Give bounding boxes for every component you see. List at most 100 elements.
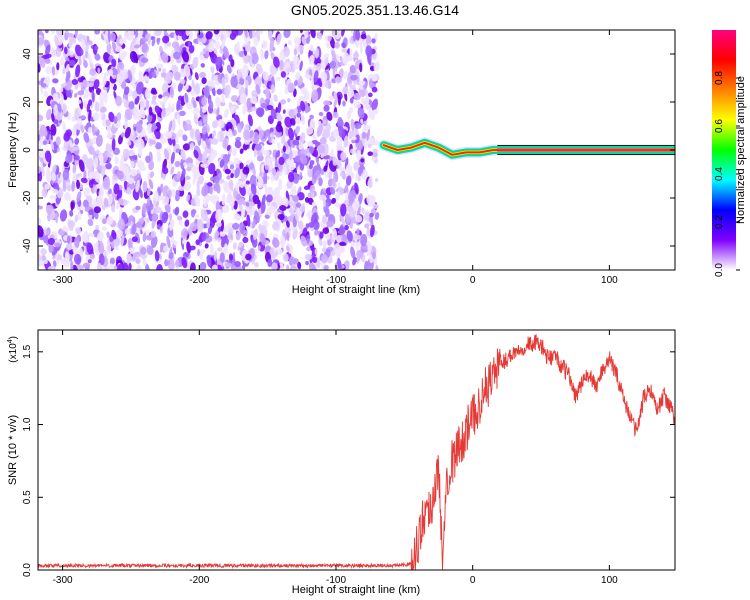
noise-blob bbox=[128, 101, 135, 110]
noise-blob bbox=[101, 226, 108, 231]
noise-blob bbox=[239, 162, 244, 170]
noise-blob bbox=[127, 237, 133, 251]
noise-blob bbox=[121, 51, 128, 57]
noise-blob bbox=[194, 30, 198, 33]
noise-blob bbox=[139, 217, 145, 225]
noise-blob bbox=[82, 230, 89, 244]
noise-blob bbox=[361, 131, 367, 139]
noise-blob bbox=[189, 142, 194, 151]
noise-blob bbox=[290, 118, 296, 126]
noise-blob bbox=[70, 260, 74, 270]
noise-blob bbox=[198, 54, 205, 61]
noise-blob bbox=[254, 262, 259, 268]
noise-blob bbox=[135, 258, 141, 264]
noise-blob bbox=[46, 108, 52, 121]
noise-blob bbox=[111, 241, 115, 249]
noise-blob bbox=[130, 168, 138, 177]
noise-blob bbox=[283, 46, 290, 58]
noise-blob bbox=[305, 127, 314, 135]
noise-blob bbox=[154, 142, 162, 150]
noise-blob bbox=[322, 227, 330, 235]
noise-blob bbox=[296, 112, 302, 118]
noise-blob bbox=[226, 175, 231, 180]
noise-blob bbox=[81, 38, 86, 51]
y-tick-label: 20 bbox=[22, 96, 33, 108]
noise-blob bbox=[207, 195, 213, 201]
noise-blob bbox=[39, 148, 45, 159]
noise-blob bbox=[88, 209, 93, 216]
noise-blob bbox=[93, 206, 101, 214]
noise-blob bbox=[298, 143, 304, 150]
noise-blob bbox=[53, 104, 59, 117]
noise-blob bbox=[369, 212, 374, 218]
noise-blob bbox=[210, 138, 219, 145]
noise-blob bbox=[194, 72, 199, 81]
noise-blob bbox=[287, 172, 295, 183]
noise-blob bbox=[344, 224, 349, 231]
noise-blob bbox=[55, 136, 61, 146]
noise-blob bbox=[221, 193, 226, 206]
noise-blob bbox=[141, 203, 148, 215]
noise-blob bbox=[193, 169, 200, 180]
noise-blob bbox=[202, 114, 208, 124]
noise-blob bbox=[163, 148, 170, 160]
noise-blob bbox=[297, 192, 305, 201]
noise-blob bbox=[72, 163, 77, 174]
noise-blob bbox=[270, 156, 276, 162]
noise-blob bbox=[252, 194, 260, 205]
noise-blob bbox=[76, 172, 83, 178]
noise-blob bbox=[319, 231, 324, 239]
noise-blob bbox=[38, 217, 42, 225]
noise-blob bbox=[352, 257, 357, 266]
noise-blob bbox=[142, 258, 147, 267]
noise-blob bbox=[154, 30, 163, 37]
noise-blob bbox=[77, 77, 82, 82]
noise-blob bbox=[289, 150, 293, 160]
noise-blob bbox=[237, 71, 243, 79]
noise-blob bbox=[98, 151, 104, 164]
noise-blob bbox=[294, 212, 299, 223]
noise-blob bbox=[95, 165, 103, 171]
noise-blob bbox=[301, 36, 307, 46]
noise-blob bbox=[205, 48, 209, 59]
noise-blob bbox=[222, 204, 230, 214]
noise-blob bbox=[297, 261, 302, 270]
noise-blob bbox=[355, 30, 361, 41]
noise-blob bbox=[374, 178, 379, 182]
noise-blob bbox=[340, 146, 345, 152]
noise-blob bbox=[330, 148, 334, 158]
noise-blob bbox=[182, 239, 186, 245]
noise-blob bbox=[62, 168, 70, 181]
noise-blob bbox=[76, 191, 82, 203]
noise-blob bbox=[233, 213, 241, 221]
noise-blob bbox=[110, 48, 114, 55]
noise-blob bbox=[271, 262, 278, 270]
noise-blob bbox=[186, 166, 192, 172]
noise-blob bbox=[276, 33, 282, 46]
noise-blob bbox=[131, 223, 137, 235]
noise-blob bbox=[208, 41, 215, 53]
noise-blob bbox=[54, 34, 59, 47]
noise-blob bbox=[251, 89, 258, 99]
y-tick-label: 0 bbox=[22, 147, 33, 153]
noise-blob bbox=[91, 89, 95, 103]
noise-blob bbox=[247, 114, 253, 127]
noise-blob bbox=[355, 172, 359, 181]
noise-blob bbox=[94, 53, 101, 61]
noise-blob bbox=[102, 90, 108, 101]
noise-blob bbox=[124, 86, 130, 96]
noise-blob bbox=[229, 105, 237, 114]
noise-blob bbox=[163, 185, 169, 192]
noise-blob bbox=[199, 82, 203, 87]
noise-blob bbox=[289, 60, 296, 73]
noise-blob bbox=[331, 49, 337, 61]
noise-blob bbox=[360, 233, 368, 247]
noise-blob bbox=[191, 79, 196, 92]
noise-blob bbox=[335, 53, 340, 61]
noise-blob bbox=[369, 224, 375, 238]
snr-series bbox=[38, 333, 675, 570]
noise-blob bbox=[328, 95, 334, 101]
noise-blob bbox=[287, 98, 291, 103]
noise-blob bbox=[64, 192, 72, 201]
noise-blob bbox=[43, 90, 49, 98]
